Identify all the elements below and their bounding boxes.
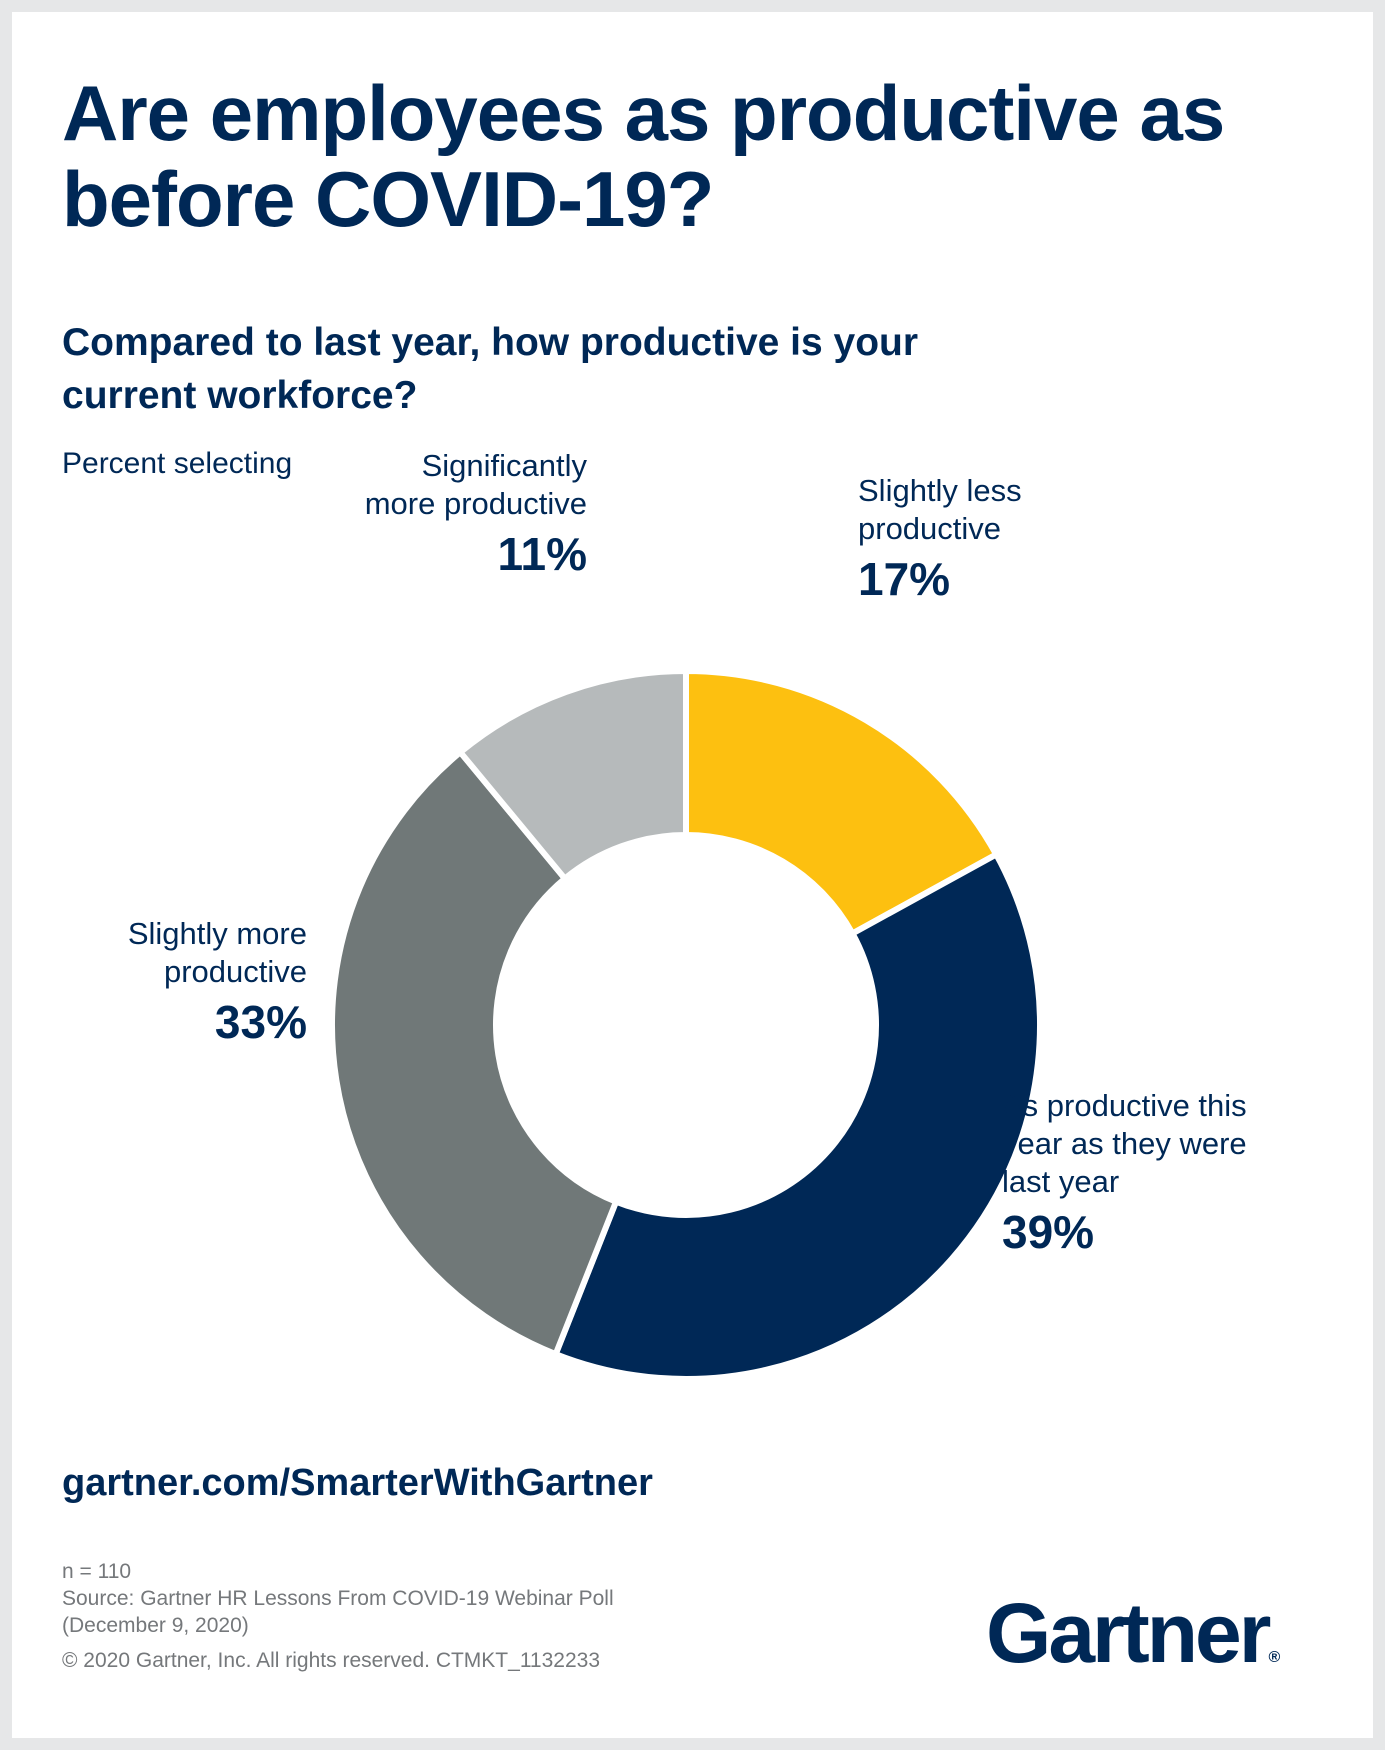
registered-mark: ® <box>1268 1649 1281 1666</box>
slice-label-line: last year <box>1002 1164 1119 1199</box>
slice-value: 39% <box>1002 1206 1094 1258</box>
slice-label-line: productive <box>164 954 307 989</box>
slice-value: 11% <box>497 528 587 580</box>
copyright: © 2020 Gartner, Inc. All rights reserved… <box>62 1649 601 1672</box>
chart-question: Compared to last year, how productive is… <box>62 321 919 417</box>
source-line: Source: Gartner HR Lessons From COVID-19… <box>62 1587 614 1610</box>
slice-label-line: As productive this <box>1002 1088 1247 1123</box>
slice-label-line: year as they were <box>1002 1126 1247 1161</box>
donut-slice-1 <box>683 667 1001 938</box>
donut-slice-4 <box>456 667 689 883</box>
page-title: Are employees as productive as before CO… <box>62 69 1225 243</box>
sample-size: n = 110 <box>62 1560 132 1583</box>
donut-slice-2 <box>551 850 1043 1382</box>
slice-label-line: Slightly less <box>858 473 1022 508</box>
donut-slice-3 <box>329 748 620 1359</box>
footnote: n = 110 Source: Gartner HR Lessons From … <box>62 1558 762 1674</box>
slice-value: 33% <box>215 996 307 1048</box>
units-label: Percent selecting <box>62 447 293 480</box>
logo-text: Gartner <box>986 1586 1271 1680</box>
slice-label-line: Significantly <box>422 448 588 483</box>
gartner-logo: Gartner® <box>986 1588 1280 1703</box>
source-link[interactable]: gartner.com/SmarterWithGartner <box>62 1462 653 1504</box>
slice-label-line: more productive <box>365 486 587 521</box>
slice-label-line: Slightly more <box>128 916 307 951</box>
infographic-card <box>12 12 1373 1738</box>
source-date: (December 9, 2020) <box>62 1614 249 1637</box>
slice-label-line: productive <box>858 511 1001 546</box>
slice-value: 17% <box>858 553 950 605</box>
